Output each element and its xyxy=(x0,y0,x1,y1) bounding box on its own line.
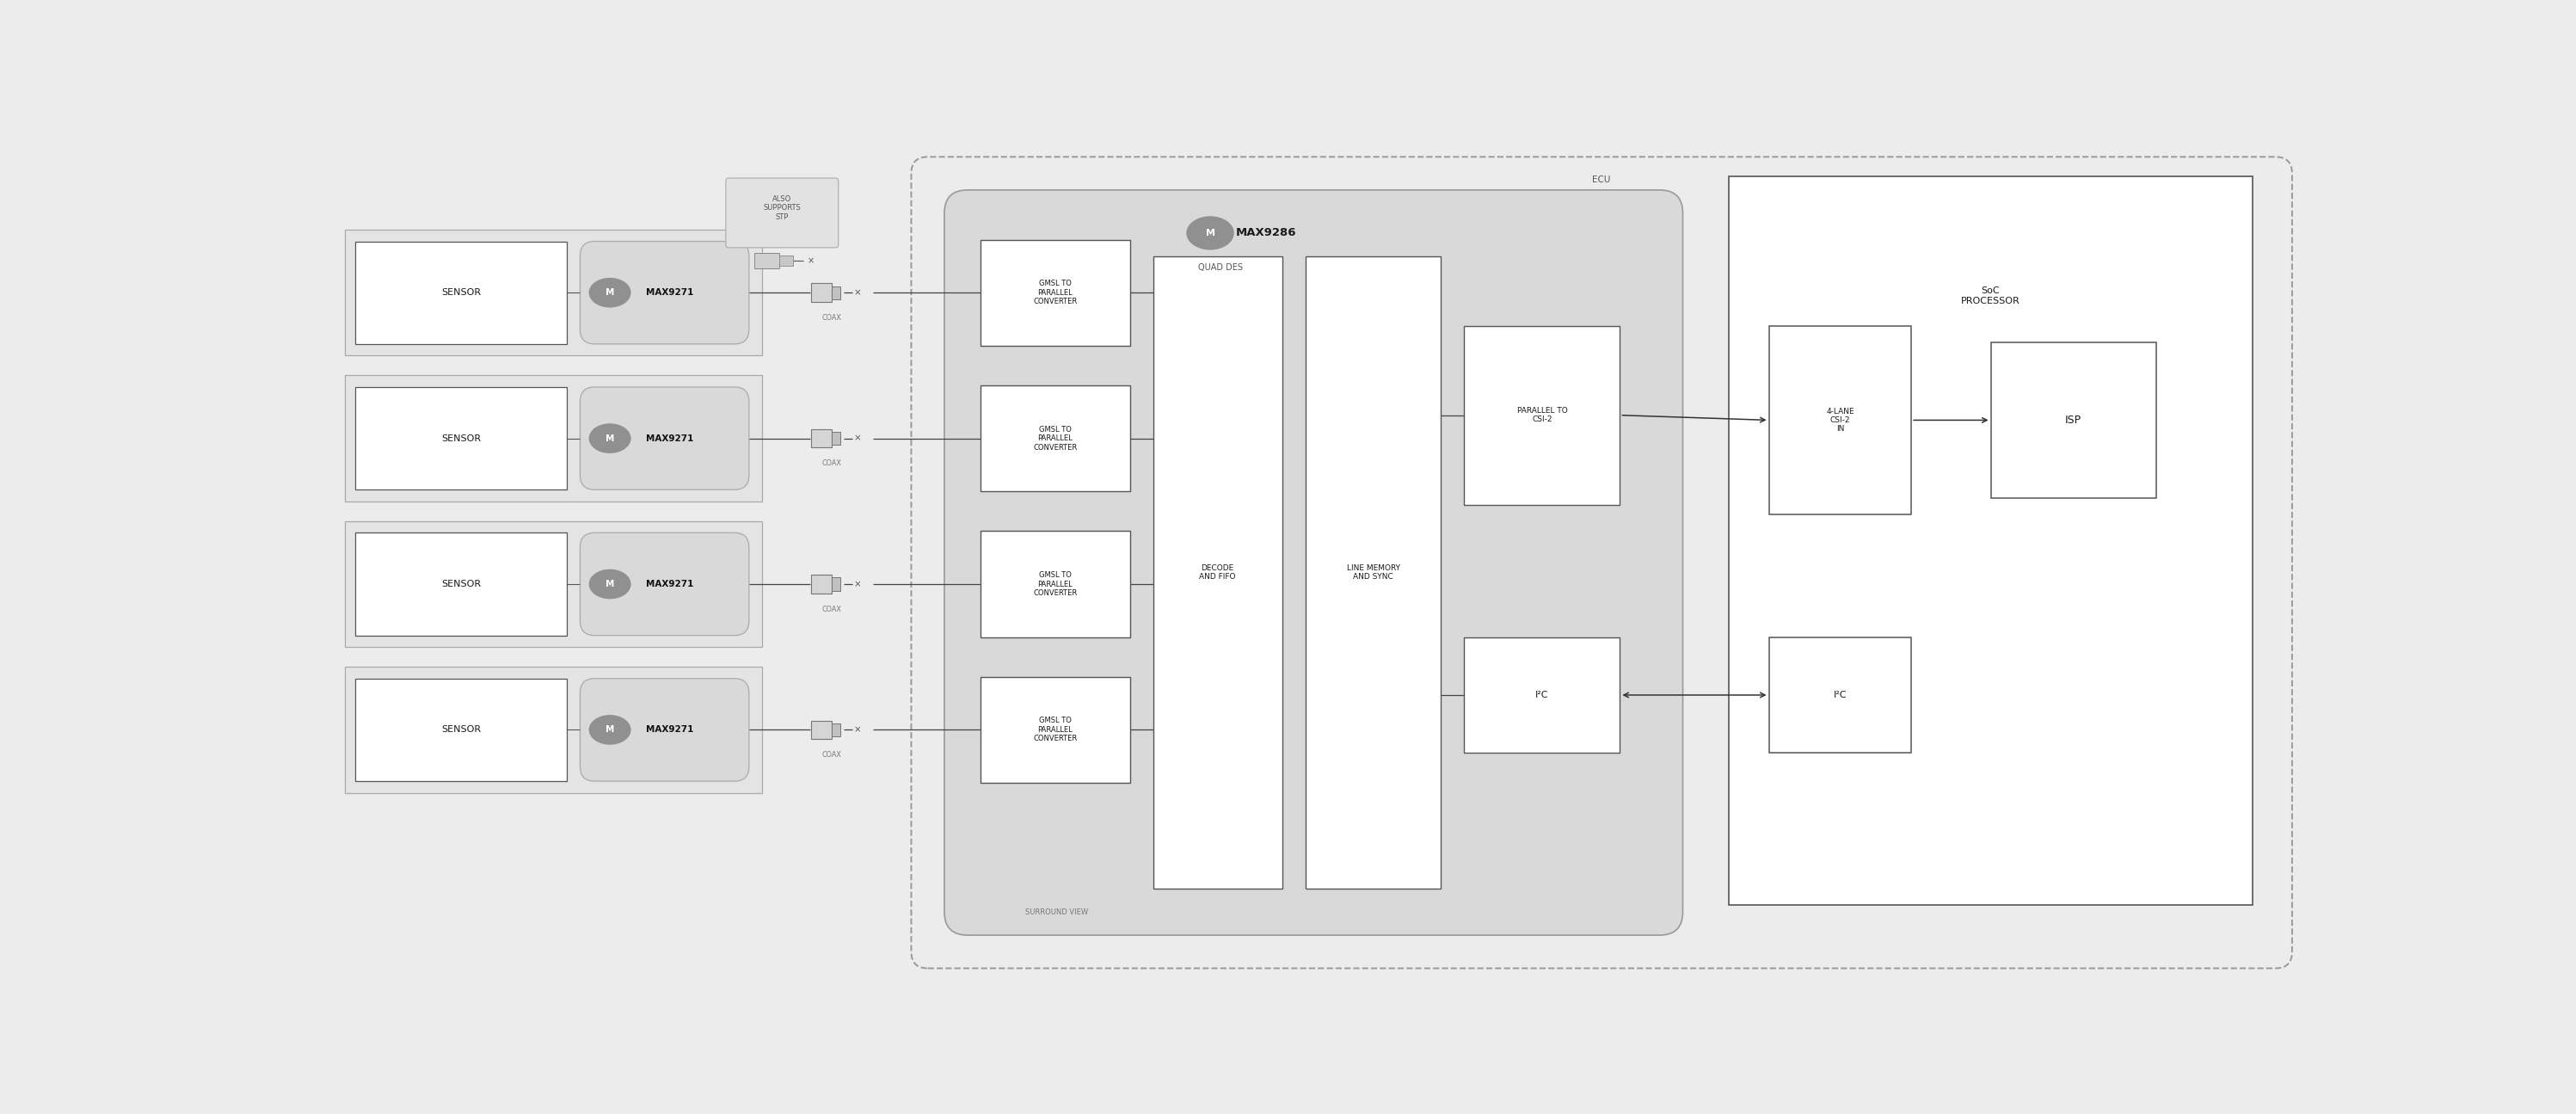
Bar xyxy=(832,577,840,590)
Ellipse shape xyxy=(590,277,631,307)
Bar xyxy=(345,667,762,793)
Bar xyxy=(755,253,781,268)
Bar xyxy=(1770,637,1911,753)
Text: DECODE
AND FIFO: DECODE AND FIFO xyxy=(1200,564,1236,580)
Bar xyxy=(811,283,832,302)
Text: COAX: COAX xyxy=(822,314,842,322)
Bar xyxy=(781,255,793,266)
Bar xyxy=(832,286,840,300)
FancyBboxPatch shape xyxy=(912,157,2293,968)
Text: SENSOR: SENSOR xyxy=(440,289,482,297)
Text: M: M xyxy=(605,289,613,297)
Text: I²C: I²C xyxy=(1834,691,1847,700)
Text: SURROUND VIEW: SURROUND VIEW xyxy=(1025,908,1090,916)
Bar xyxy=(355,387,567,490)
Text: ×: × xyxy=(855,579,860,588)
Bar xyxy=(1770,325,1911,515)
Bar xyxy=(1463,325,1620,505)
Bar xyxy=(981,385,1131,491)
Bar xyxy=(355,242,567,344)
Text: COAX: COAX xyxy=(822,460,842,468)
Text: SoC
PROCESSOR: SoC PROCESSOR xyxy=(1960,286,2020,305)
Text: MAX9271: MAX9271 xyxy=(647,725,693,734)
Text: COAX: COAX xyxy=(822,605,842,613)
Bar xyxy=(345,375,762,501)
Text: PARALLEL TO
CSI-2: PARALLEL TO CSI-2 xyxy=(1517,407,1566,423)
Text: M: M xyxy=(605,434,613,442)
Text: MAX9271: MAX9271 xyxy=(647,579,693,588)
Bar xyxy=(1463,637,1620,753)
Bar xyxy=(981,240,1131,345)
Text: QUAD DES: QUAD DES xyxy=(1198,263,1242,272)
Bar xyxy=(832,723,840,736)
Text: SENSOR: SENSOR xyxy=(440,434,482,442)
Text: ×: × xyxy=(855,725,860,734)
Text: I²C: I²C xyxy=(1535,691,1548,700)
Bar xyxy=(355,532,567,635)
FancyBboxPatch shape xyxy=(580,532,750,635)
Text: 4-LANE
CSI-2
IN: 4-LANE CSI-2 IN xyxy=(1826,408,1855,433)
Text: ×: × xyxy=(855,434,860,442)
Ellipse shape xyxy=(590,569,631,599)
FancyBboxPatch shape xyxy=(580,242,750,344)
Text: COAX: COAX xyxy=(822,751,842,759)
FancyBboxPatch shape xyxy=(580,678,750,781)
Text: GMSL TO
PARALLEL
CONVERTER: GMSL TO PARALLEL CONVERTER xyxy=(1033,280,1077,305)
Text: ECU: ECU xyxy=(1592,176,1610,184)
Text: GMSL TO
PARALLEL
CONVERTER: GMSL TO PARALLEL CONVERTER xyxy=(1033,717,1077,743)
Text: SENSOR: SENSOR xyxy=(440,725,482,734)
Ellipse shape xyxy=(590,423,631,453)
Bar xyxy=(345,229,762,355)
Text: ISP: ISP xyxy=(2066,414,2081,426)
Bar xyxy=(1306,256,1440,889)
Text: MAX9271: MAX9271 xyxy=(647,434,693,442)
Ellipse shape xyxy=(590,715,631,745)
Bar xyxy=(355,678,567,781)
Bar xyxy=(981,531,1131,637)
Text: ×: × xyxy=(855,289,860,297)
FancyBboxPatch shape xyxy=(580,387,750,490)
Text: M: M xyxy=(605,725,613,734)
Text: M: M xyxy=(605,579,613,588)
Text: ×: × xyxy=(809,256,814,265)
Text: GMSL TO
PARALLEL
CONVERTER: GMSL TO PARALLEL CONVERTER xyxy=(1033,426,1077,451)
Bar xyxy=(981,677,1131,783)
Bar xyxy=(1991,342,2156,498)
Bar xyxy=(811,721,832,739)
Text: LINE MEMORY
AND SYNC: LINE MEMORY AND SYNC xyxy=(1347,564,1399,580)
Text: MAX9271: MAX9271 xyxy=(647,289,693,297)
Bar xyxy=(1728,177,2251,906)
FancyBboxPatch shape xyxy=(726,178,837,247)
Text: ALSO
SUPPORTS
STP: ALSO SUPPORTS STP xyxy=(762,195,801,221)
Bar xyxy=(345,521,762,647)
Text: SENSOR: SENSOR xyxy=(440,579,482,588)
Ellipse shape xyxy=(1188,216,1234,250)
Bar xyxy=(811,575,832,594)
Bar xyxy=(811,429,832,448)
FancyBboxPatch shape xyxy=(945,190,1682,935)
Bar xyxy=(832,432,840,444)
Bar xyxy=(1154,256,1283,889)
Text: MAX9286: MAX9286 xyxy=(1236,227,1296,238)
Text: GMSL TO
PARALLEL
CONVERTER: GMSL TO PARALLEL CONVERTER xyxy=(1033,571,1077,597)
Text: M: M xyxy=(1206,228,1216,237)
